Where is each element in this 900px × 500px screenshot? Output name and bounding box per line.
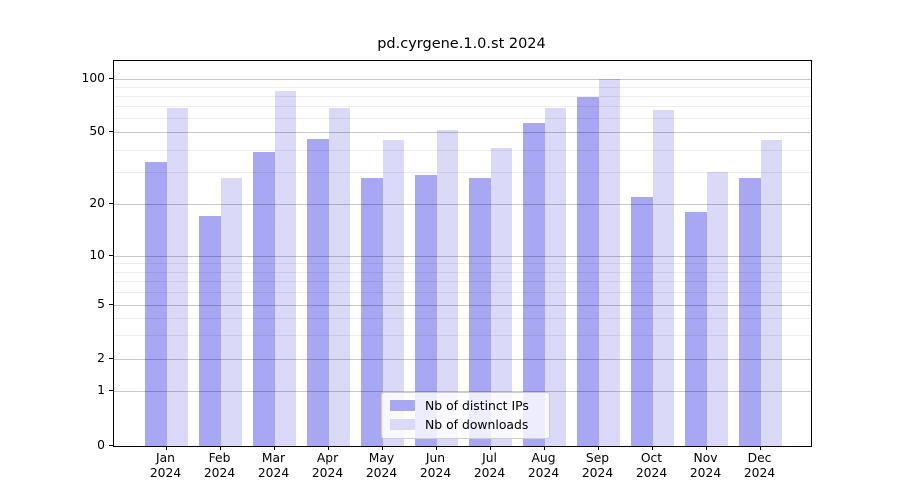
x-tick-label-sep: Sep 2024	[581, 451, 614, 480]
minor-gridline-3	[114, 335, 811, 337]
major-gridline-20	[114, 204, 811, 205]
bar-downloads-jan	[166, 108, 188, 446]
bar-downloads-dec	[760, 140, 782, 446]
x-tick-mark-may	[381, 446, 383, 450]
x-tick-label-apr: Apr 2024	[311, 451, 344, 480]
bar-distinct-ips-dec	[739, 177, 761, 446]
minor-gridline-60	[114, 118, 811, 120]
y-tick-mark-1	[109, 390, 113, 391]
y-tick-label-20: 20	[89, 196, 105, 210]
major-gridline-1	[114, 391, 811, 392]
legend-label-downloads: Nb of downloads	[425, 417, 529, 432]
y-tick-label-100: 100	[81, 71, 105, 85]
minor-gridline-30	[114, 172, 811, 174]
x-tick-mark-feb	[219, 446, 221, 450]
x-tick-mark-oct	[651, 446, 653, 450]
x-tick-label-dec: Dec 2024	[743, 451, 776, 480]
y-tick-label-1: 1	[97, 383, 105, 397]
y-tick-mark-50	[109, 131, 113, 132]
bar-downloads-jul	[490, 147, 512, 446]
x-tick-mark-dec	[759, 446, 761, 450]
bar-distinct-ips-mar	[253, 151, 275, 446]
minor-gridline-80	[114, 96, 811, 98]
x-tick-label-aug: Aug 2024	[527, 451, 560, 480]
x-tick-label-nov: Nov 2024	[689, 451, 722, 480]
y-tick-mark-2	[109, 358, 113, 359]
y-tick-mark-0	[109, 445, 113, 446]
x-tick-label-mar: Mar 2024	[257, 451, 290, 480]
y-tick-mark-10	[109, 255, 113, 256]
x-tick-label-jan: Jan 2024	[149, 451, 182, 480]
minor-gridline-7	[114, 281, 811, 283]
minor-gridline-6	[114, 292, 811, 294]
legend-label-distinct-ips: Nb of distinct IPs	[425, 398, 529, 413]
legend-entry-distinct-ips: Nb of distinct IPs	[390, 398, 541, 413]
x-tick-mark-nov	[705, 446, 707, 450]
x-tick-label-jun: Jun 2024	[419, 451, 452, 480]
legend-entry-downloads: Nb of downloads	[390, 417, 541, 432]
x-tick-label-may: May 2024	[365, 451, 398, 480]
bar-distinct-ips-oct	[631, 196, 653, 446]
x-tick-label-oct: Oct 2024	[635, 451, 668, 480]
bar-downloads-jun	[436, 130, 458, 446]
bar-distinct-ips-aug	[523, 123, 545, 446]
bar-downloads-sep	[598, 79, 620, 446]
bar-distinct-ips-jan	[145, 162, 167, 446]
x-tick-label-jul: Jul 2024	[473, 451, 506, 480]
legend-swatch-downloads	[390, 419, 415, 430]
x-tick-mark-sep	[597, 446, 599, 450]
x-tick-mark-jan	[165, 446, 167, 450]
y-tick-label-5: 5	[97, 297, 105, 311]
minor-gridline-70	[114, 106, 811, 108]
y-tick-label-2: 2	[97, 351, 105, 365]
x-tick-label-feb: Feb 2024	[203, 451, 236, 480]
bar-distinct-ips-may	[361, 177, 383, 446]
x-tick-mark-apr	[327, 446, 329, 450]
major-gridline-5	[114, 305, 811, 306]
y-tick-label-50: 50	[89, 124, 105, 138]
minor-gridline-9	[114, 263, 811, 265]
y-tick-mark-100	[109, 78, 113, 79]
bar-distinct-ips-jul	[469, 177, 491, 446]
bar-distinct-ips-apr	[307, 138, 329, 446]
major-gridline-50	[114, 132, 811, 133]
bar-downloads-may	[382, 140, 404, 446]
y-tick-label-0: 0	[97, 438, 105, 452]
x-tick-mark-jun	[435, 446, 437, 450]
bar-distinct-ips-sep	[577, 97, 599, 446]
major-gridline-10	[114, 256, 811, 257]
plot-area: Nb of distinct IPs Nb of downloads	[113, 60, 812, 447]
legend: Nb of distinct IPs Nb of downloads	[381, 392, 550, 439]
y-tick-mark-5	[109, 304, 113, 305]
bar-downloads-oct	[652, 109, 674, 446]
bar-downloads-mar	[274, 91, 296, 446]
legend-swatch-distinct-ips	[390, 400, 415, 411]
bar-distinct-ips-jun	[415, 174, 437, 446]
x-tick-mark-mar	[273, 446, 275, 450]
bar-downloads-nov	[706, 172, 728, 446]
major-gridline-100	[114, 79, 811, 80]
x-tick-mark-aug	[543, 446, 545, 450]
minor-gridline-8	[114, 271, 811, 273]
minor-gridline-4	[114, 318, 811, 320]
y-tick-label-10: 10	[89, 248, 105, 262]
bar-downloads-feb	[220, 177, 242, 446]
bar-distinct-ips-nov	[685, 211, 707, 446]
x-tick-mark-jul	[489, 446, 491, 450]
minor-gridline-90	[114, 87, 811, 89]
minor-gridline-40	[114, 149, 811, 151]
bar-downloads-apr	[328, 108, 350, 446]
major-gridline-2	[114, 359, 811, 360]
chart-title: pd.cyrgene.1.0.st 2024	[377, 36, 546, 52]
bar-distinct-ips-feb	[199, 216, 221, 446]
bar-downloads-aug	[544, 108, 566, 446]
y-tick-mark-20	[109, 203, 113, 204]
